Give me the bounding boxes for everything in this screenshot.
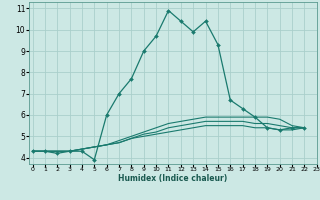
X-axis label: Humidex (Indice chaleur): Humidex (Indice chaleur) [118, 174, 228, 183]
